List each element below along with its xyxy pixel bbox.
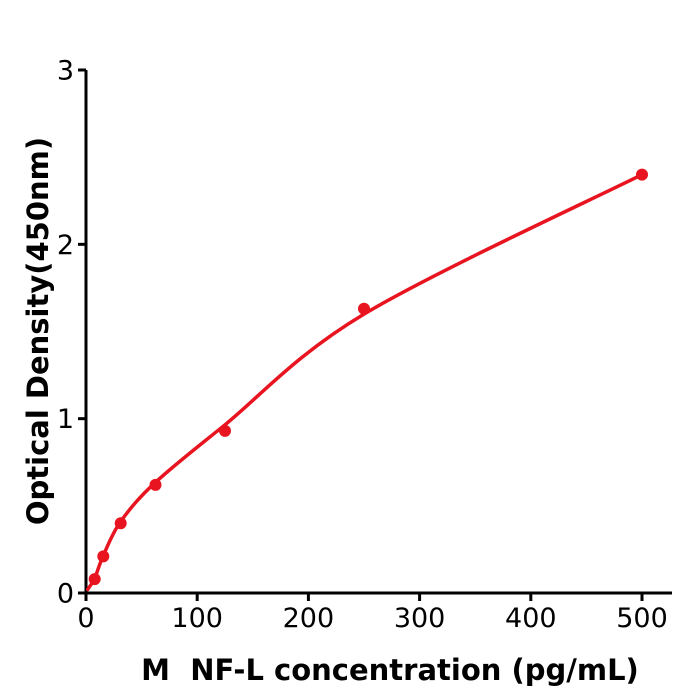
data-point <box>358 302 370 315</box>
x-tick-label: 400 <box>505 603 557 634</box>
y-tick-label: 3 <box>57 56 74 87</box>
fit-curve-layer <box>85 172 644 592</box>
x-axis-title: M NF-L concentration (pg/mL) <box>141 653 639 687</box>
x-tick-label: 200 <box>283 603 335 634</box>
y-tick-label: 0 <box>57 579 74 610</box>
data-point <box>219 424 231 437</box>
y-axis-title: Optical Density(450nm) <box>21 137 55 525</box>
y-tick-label: 2 <box>57 230 74 261</box>
fit-curve <box>85 172 644 592</box>
x-tick-label: 100 <box>171 603 223 634</box>
data-points-layer <box>88 168 648 586</box>
tick-layer: 0 100 200 300 400 500 0 1 2 3 <box>57 56 668 635</box>
y-tick-label: 1 <box>57 404 74 435</box>
x-tick-label: 300 <box>394 603 446 634</box>
data-point <box>97 550 110 563</box>
data-point <box>114 517 127 530</box>
data-point <box>636 168 648 181</box>
x-tick-label: 0 <box>77 603 94 634</box>
x-tick-label: 500 <box>616 603 668 634</box>
axes-layer <box>84 70 672 595</box>
data-point <box>149 478 162 491</box>
axis-spines <box>84 70 672 595</box>
data-point <box>88 573 101 586</box>
